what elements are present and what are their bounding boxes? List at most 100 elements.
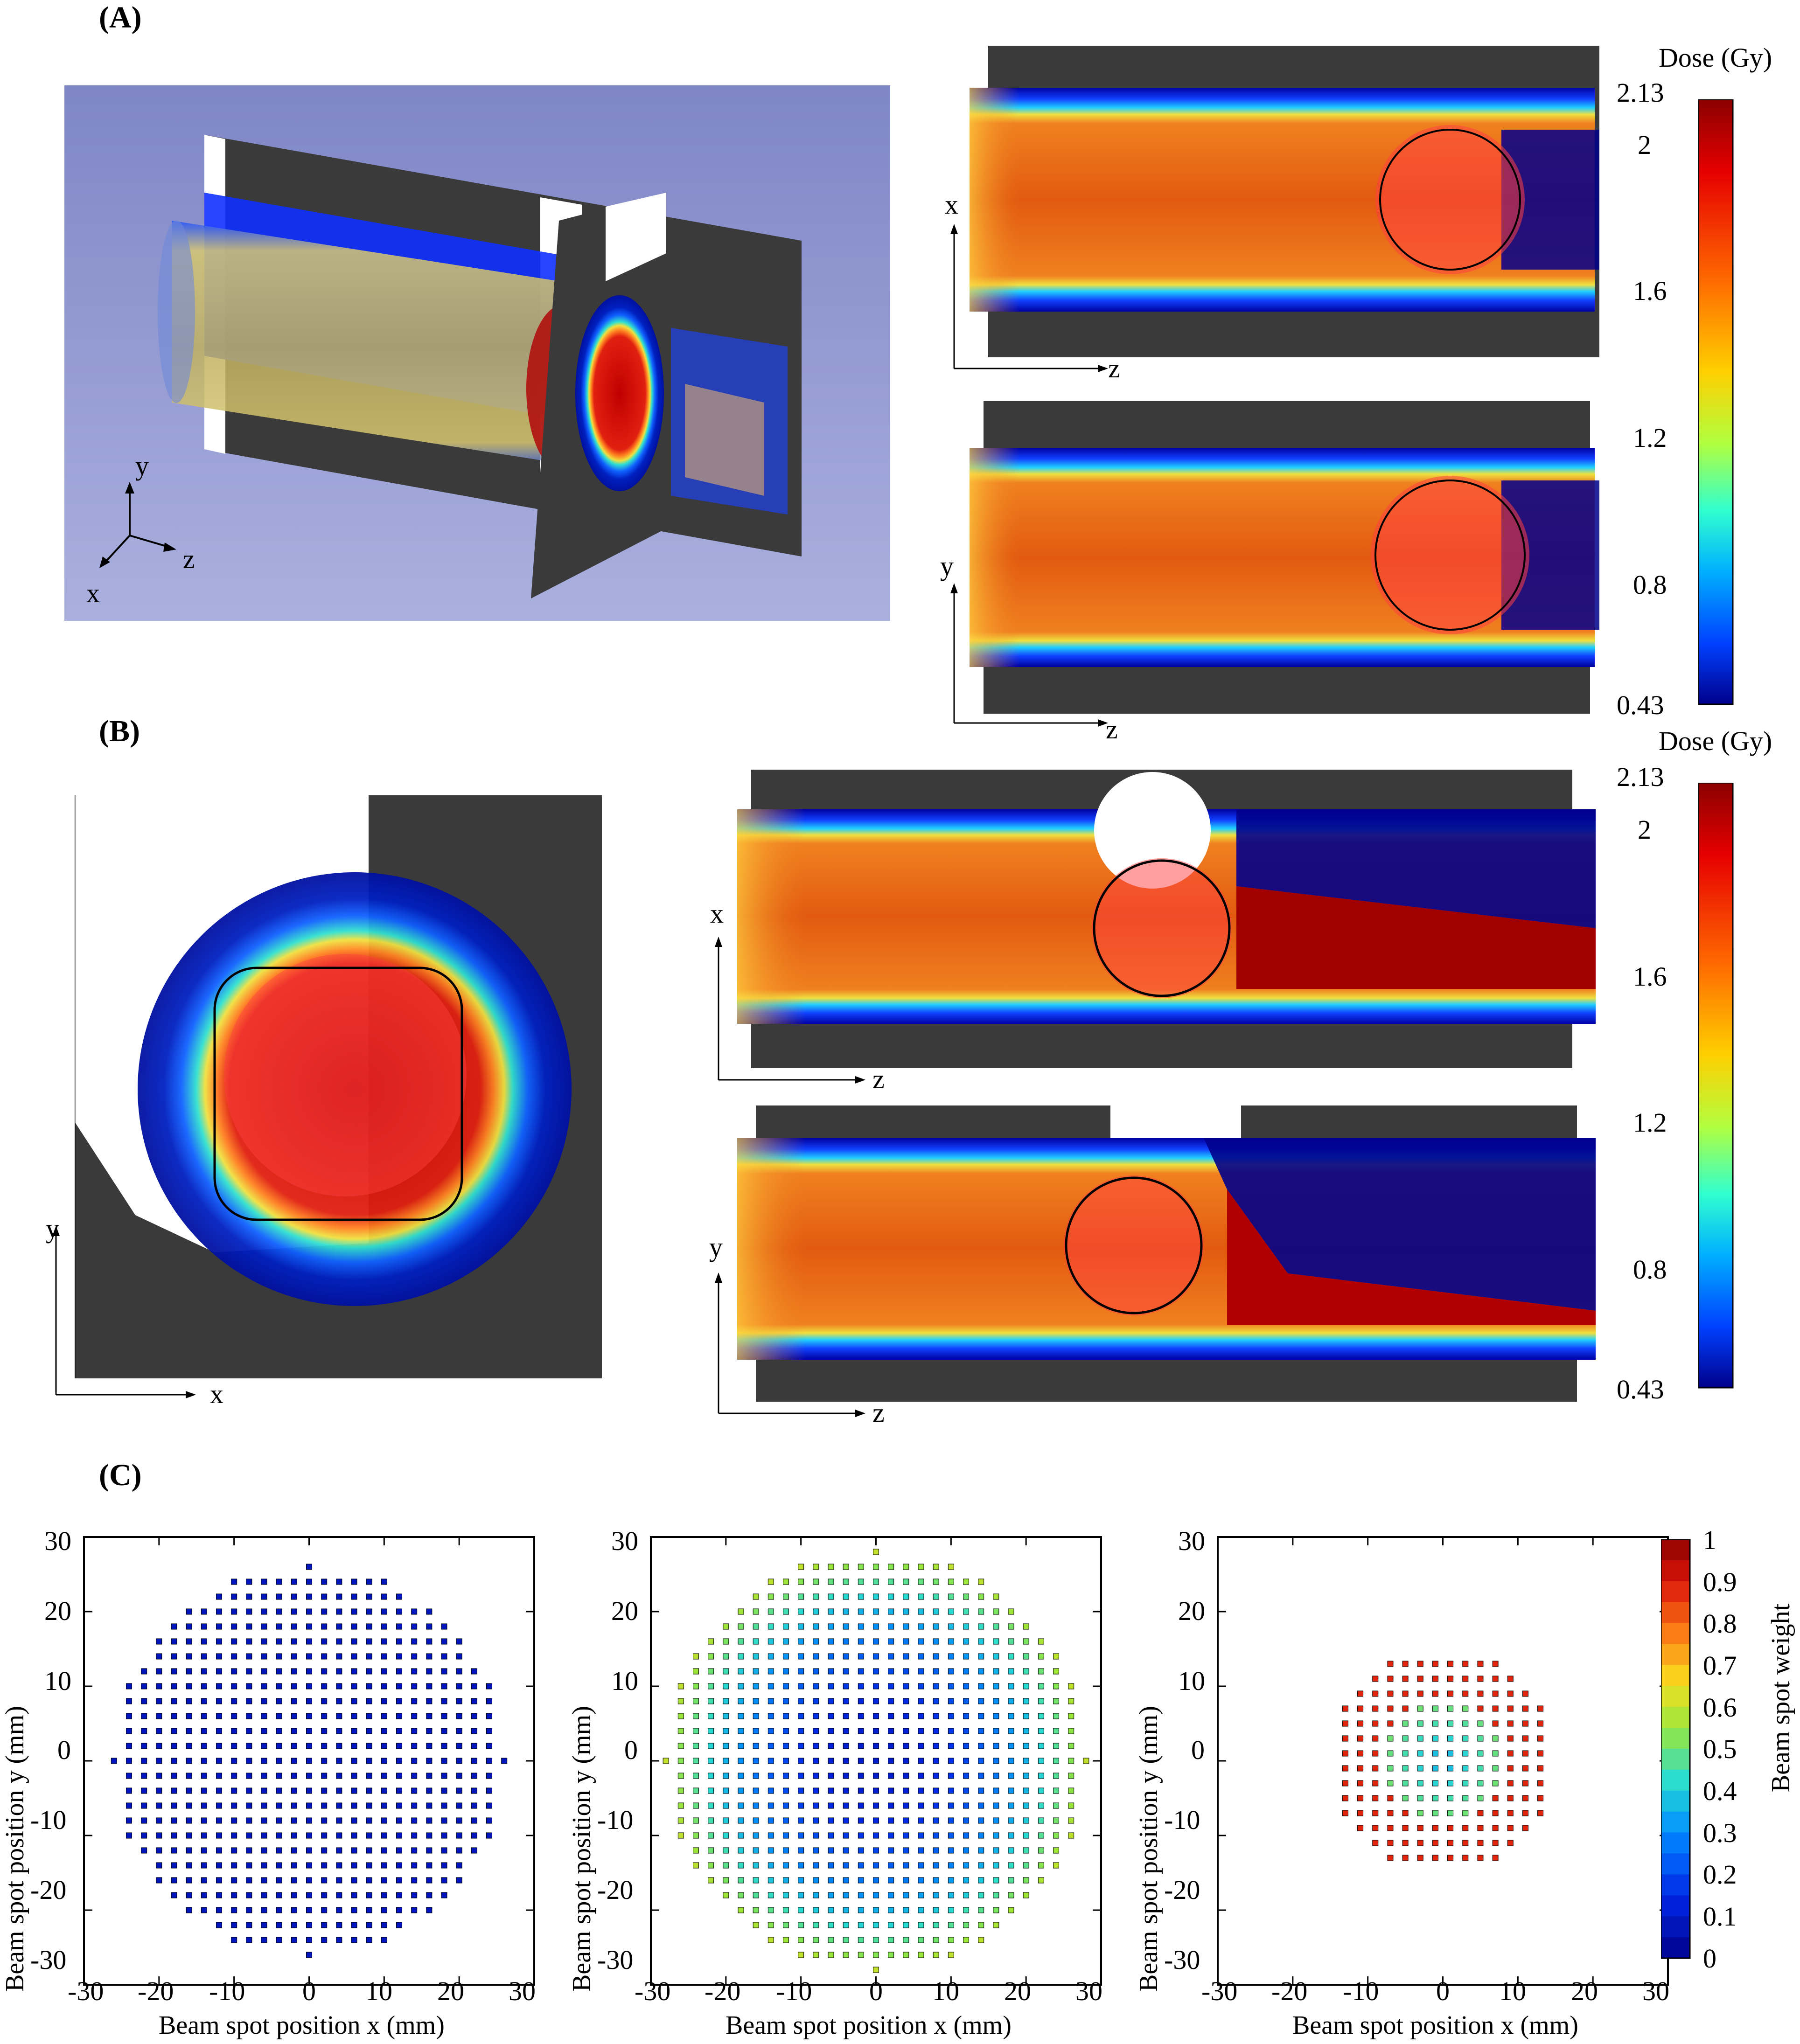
beam-spot [1008, 1758, 1014, 1764]
beam-spot [903, 1922, 909, 1928]
beam-spot [231, 1787, 237, 1794]
beam-spot [261, 1832, 267, 1839]
beam-spot [411, 1743, 418, 1749]
beam-spot [858, 1952, 864, 1958]
beam-spot [828, 1802, 834, 1809]
beam-spot [843, 1578, 849, 1585]
beam-spot [903, 1653, 909, 1660]
beam-spot [261, 1593, 267, 1600]
beam-spot [963, 1698, 969, 1704]
beam-spot [813, 1758, 819, 1764]
beam-spot [903, 1728, 909, 1734]
beam-spot [1522, 1780, 1528, 1787]
beam-spot [843, 1847, 849, 1854]
beam-spot [1372, 1750, 1379, 1757]
beam-spot [858, 1922, 864, 1928]
beam-spot [858, 1638, 864, 1645]
beam-spot [1023, 1802, 1029, 1809]
beam-spot [933, 1802, 939, 1809]
beam-spot [1537, 1795, 1544, 1801]
beam-spot [291, 1578, 297, 1585]
beam-spot [1008, 1862, 1014, 1869]
beam-spot [738, 1802, 744, 1809]
beam-spot [396, 1758, 402, 1764]
beam-spot [1008, 1817, 1014, 1824]
beam-spot [948, 1787, 954, 1794]
beam-spot [1387, 1735, 1394, 1742]
beam-spot [1522, 1720, 1528, 1727]
beam-spot [246, 1787, 252, 1794]
beam-spot [963, 1743, 969, 1749]
beam-spot [918, 1907, 924, 1913]
beam-spot [156, 1862, 162, 1869]
beam-spot [1477, 1720, 1484, 1727]
beam-spot [933, 1593, 939, 1600]
beam-spot [156, 1802, 162, 1809]
beam-spot [231, 1578, 237, 1585]
wcb-tick-0-7: 0.7 [1703, 1650, 1737, 1681]
beam-spot [873, 1802, 879, 1809]
beam-spot [486, 1698, 492, 1704]
beam-spot [216, 1698, 222, 1704]
beam-spot [1507, 1825, 1514, 1831]
beam-spot [948, 1892, 954, 1898]
spot-plot-1: 30 20 10 0 -10 -20 -30 -30 -20 -10 0 10 … [0, 1525, 560, 2044]
beam-spot [888, 1653, 894, 1660]
p1-xtick-m20: -20 [138, 1976, 174, 2006]
beam-spot [1417, 1840, 1423, 1846]
beam-spot [276, 1728, 282, 1734]
beam-spot [933, 1847, 939, 1854]
beam-spot [1038, 1847, 1044, 1854]
beam-spot [1038, 1817, 1044, 1824]
beam-spot [1038, 1802, 1044, 1809]
beam-spot [1402, 1825, 1409, 1831]
beam-spot [291, 1593, 297, 1600]
beam-spot [321, 1758, 328, 1764]
beam-spot [783, 1713, 789, 1719]
beam-spot [381, 1743, 387, 1749]
beam-spot [993, 1877, 999, 1884]
beam-spot [918, 1638, 924, 1645]
weight-colorbar-band [1661, 1665, 1690, 1686]
weight-colorbar-band [1661, 1811, 1690, 1833]
beam-spot [216, 1653, 222, 1660]
beam-spot [1068, 1683, 1074, 1689]
beam-spot [813, 1773, 819, 1779]
beam-spot [276, 1758, 282, 1764]
beam-spot [933, 1743, 939, 1749]
colorbar-b-tick-1-2: 1.2 [1633, 1107, 1667, 1138]
beam-spot [1432, 1795, 1438, 1801]
beam-spot [858, 1832, 864, 1839]
beam-spot [396, 1907, 402, 1913]
beam-spot [903, 1907, 909, 1913]
beam-spot [993, 1593, 999, 1600]
beam-spot [1507, 1750, 1514, 1757]
beam-spot [156, 1743, 162, 1749]
beam-spot [1008, 1773, 1014, 1779]
beam-spot [858, 1817, 864, 1824]
beam-spot [351, 1758, 357, 1764]
beam-spot [336, 1593, 342, 1600]
beam-spot [126, 1758, 132, 1764]
beam-spot [426, 1907, 433, 1913]
beam-spot [828, 1892, 834, 1898]
beam-spot [798, 1623, 804, 1630]
beam-spot [933, 1668, 939, 1675]
beam-spot [381, 1773, 387, 1779]
beam-spot [261, 1787, 267, 1794]
beam-spot [1417, 1855, 1423, 1861]
beam-spot [798, 1653, 804, 1660]
beam-spot [1417, 1676, 1423, 1682]
weight-colorbar-band [1661, 1686, 1690, 1707]
p2-ytick-0: 0 [624, 1735, 638, 1765]
beam-spot [1038, 1862, 1044, 1869]
beam-spot [858, 1802, 864, 1809]
beam-spot [1447, 1795, 1454, 1801]
beam-spot [261, 1892, 267, 1898]
beam-spot [693, 1743, 699, 1749]
beam-spot [783, 1608, 789, 1615]
beam-spot [1492, 1705, 1499, 1712]
beam-spot [471, 1847, 477, 1854]
beam-spot [1008, 1907, 1014, 1913]
beam-spot [231, 1683, 237, 1689]
